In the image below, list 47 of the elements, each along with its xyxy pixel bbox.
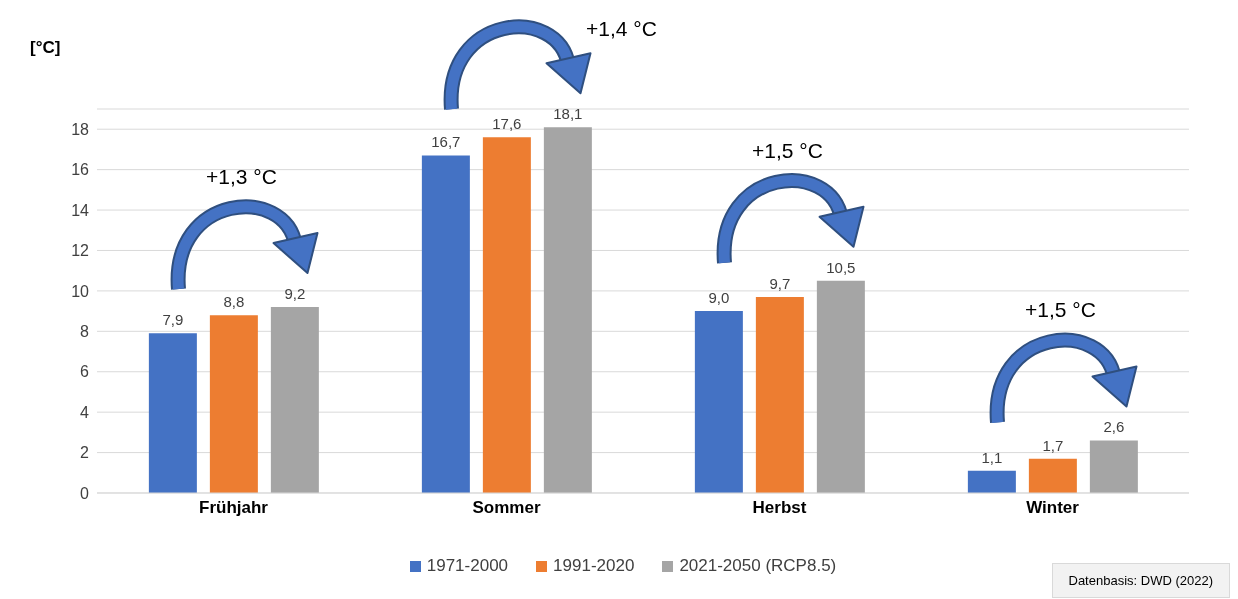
data-label: 7,9	[162, 311, 184, 329]
y-tick-label: 4	[80, 403, 90, 421]
y-tick-label: 6	[80, 363, 90, 381]
legend-label: 1971-2000	[425, 556, 509, 576]
y-tick-label: 0	[80, 484, 90, 502]
bar	[1028, 458, 1077, 493]
bar	[816, 280, 865, 493]
data-label: 9,0	[708, 289, 730, 307]
y-axis-title: [°C]	[30, 38, 61, 58]
y-tick-label: 10	[71, 282, 90, 300]
y-tick-label: 18	[71, 120, 90, 138]
y-tick-label: 8	[80, 323, 90, 340]
annotation: +1,5 °C	[1025, 298, 1096, 322]
annotation: +1,3 °C	[206, 165, 277, 189]
data-label: 17,6	[492, 115, 522, 133]
bar	[755, 296, 804, 493]
data-label: 18,1	[553, 105, 583, 123]
data-label: 16,7	[431, 133, 461, 151]
x-tick-label: Sommer	[472, 498, 541, 518]
bar	[209, 315, 258, 493]
data-label: 9,7	[769, 274, 791, 292]
annotation: +1,5 °C	[752, 138, 823, 162]
bar	[543, 127, 592, 493]
data-label: 10,5	[826, 258, 856, 276]
y-tick-label: 16	[71, 161, 90, 179]
x-tick-label: Winter	[1026, 498, 1080, 518]
data-label: 9,2	[284, 285, 306, 303]
bar	[967, 470, 1016, 493]
bar	[482, 137, 531, 493]
text: Datenbasis: DWD (2022)	[1051, 563, 1230, 598]
y-tick-label: 12	[71, 242, 90, 260]
data-label: 1,1	[981, 448, 1003, 466]
bar	[421, 155, 470, 493]
data-label: 8,8	[223, 293, 245, 311]
x-tick-label: Herbst	[752, 498, 807, 518]
bar	[270, 307, 319, 493]
data-label: 2,6	[1103, 418, 1125, 436]
bar	[1089, 440, 1138, 493]
bar	[148, 333, 197, 493]
bar	[694, 311, 743, 493]
text: +1,4 °C	[586, 17, 657, 41]
x-tick-label: Frühjahr	[199, 498, 269, 518]
y-tick-label: 14	[71, 201, 90, 219]
y-tick-label: 2	[80, 444, 90, 462]
data-label: 1,7	[1042, 436, 1064, 454]
legend-label: 2021-2050 (RCP8.5)	[678, 556, 837, 576]
legend-label: 1991-2020	[552, 556, 635, 576]
